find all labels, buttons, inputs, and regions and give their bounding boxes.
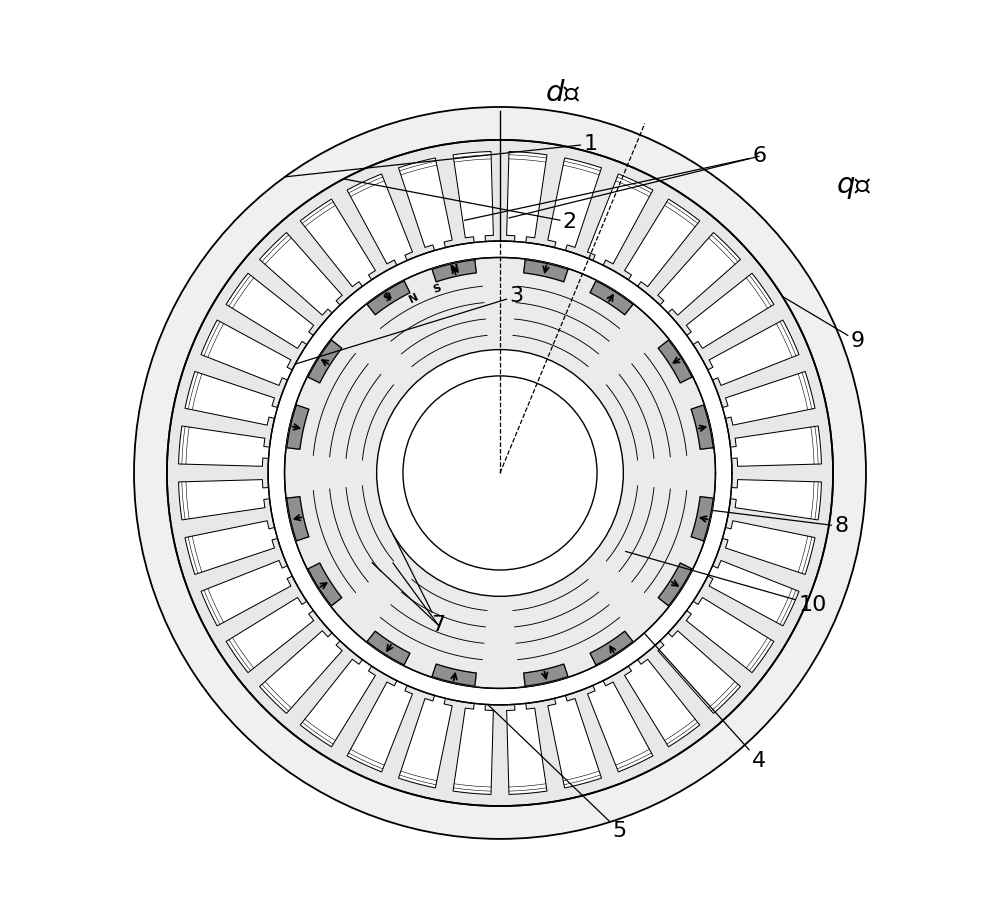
Polygon shape [708,561,799,626]
Polygon shape [625,659,700,747]
Text: 4: 4 [644,633,766,771]
Polygon shape [722,520,815,574]
Text: 9: 9 [782,297,865,352]
Polygon shape [432,664,476,686]
Polygon shape [260,631,342,713]
Circle shape [285,257,715,688]
Text: N: N [408,291,421,304]
Polygon shape [300,659,375,747]
Polygon shape [686,597,774,673]
Circle shape [134,107,866,839]
Text: 2: 2 [344,179,577,232]
Circle shape [167,140,833,806]
Text: 6: 6 [464,146,766,220]
Polygon shape [287,405,309,449]
Text: 3: 3 [295,286,524,364]
Polygon shape [260,233,342,315]
Polygon shape [201,561,292,626]
Polygon shape [179,426,270,467]
Polygon shape [686,273,774,349]
Polygon shape [658,563,692,606]
Polygon shape [691,497,713,540]
Text: 7: 7 [393,535,445,635]
Polygon shape [300,199,375,287]
Circle shape [268,241,732,705]
Text: 5: 5 [488,705,626,841]
Polygon shape [432,260,476,282]
Text: S: S [431,282,442,295]
Polygon shape [201,320,292,385]
Text: 1: 1 [285,134,598,177]
Polygon shape [185,372,278,425]
Polygon shape [308,340,342,383]
Polygon shape [658,233,740,315]
Text: $d$轴: $d$轴 [545,79,581,107]
Polygon shape [398,158,452,250]
Polygon shape [590,281,633,315]
Polygon shape [548,696,602,788]
Polygon shape [730,426,821,467]
Polygon shape [590,631,633,665]
Polygon shape [708,320,799,385]
Polygon shape [453,152,493,243]
Polygon shape [658,631,740,713]
Polygon shape [587,681,653,771]
Polygon shape [367,281,410,315]
Polygon shape [226,597,314,673]
Text: S: S [382,290,394,303]
Text: 8: 8 [712,510,848,537]
Polygon shape [658,340,692,383]
Polygon shape [722,372,815,425]
Text: N: N [449,264,460,276]
Polygon shape [548,158,602,250]
Polygon shape [287,497,309,540]
Text: $q$轴: $q$轴 [836,173,871,201]
Polygon shape [625,199,700,287]
Polygon shape [347,174,413,265]
Polygon shape [308,563,342,606]
Polygon shape [507,152,547,243]
Polygon shape [226,273,314,349]
Polygon shape [730,479,821,519]
Circle shape [377,350,623,596]
Polygon shape [691,405,713,449]
Polygon shape [398,696,452,788]
Polygon shape [524,664,568,686]
Polygon shape [524,260,568,282]
Polygon shape [347,681,413,771]
Text: 10: 10 [626,551,827,614]
Polygon shape [185,520,278,574]
Polygon shape [367,631,410,665]
Polygon shape [507,703,547,794]
Polygon shape [179,479,270,519]
Polygon shape [587,174,653,265]
Polygon shape [453,703,493,794]
